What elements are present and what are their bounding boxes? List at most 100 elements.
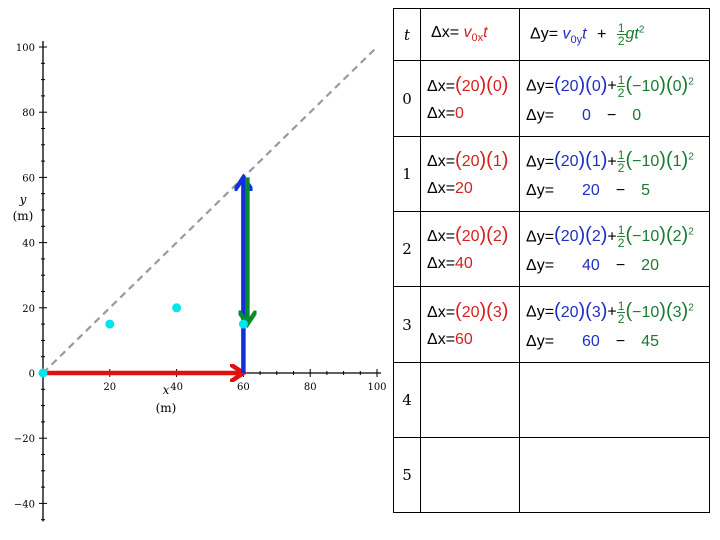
header-dy-lhs: Δy [530, 25, 549, 43]
dx-result: Δx=40 [427, 255, 473, 272]
dy-time: 1 [591, 153, 601, 171]
kinematics-table: t Δx= v0xt Δy= v0yt + 1 2 gt2 0 Δx=(20)(0) Δ… [393, 8, 710, 513]
dx-velocity: 20 [461, 153, 480, 170]
dy-gravity: −10 [632, 303, 660, 321]
dy-time-sq: 0 [672, 77, 682, 95]
dy-gravity: −10 [632, 153, 660, 171]
header-dx-eq: = [449, 24, 460, 42]
header-g: g [625, 25, 635, 43]
dx-velocity: 20 [461, 303, 480, 321]
trajectory-point [172, 303, 182, 313]
time-cell: 0 [393, 60, 421, 137]
dx-equation: Δx=(20)(3) [427, 299, 509, 322]
time-cell: 3 [393, 286, 421, 363]
dy-equation: Δy=(20)(3)+ 1 2 (−10)(3)2 [526, 298, 694, 326]
table-row: 3 Δx=(20)(3) Δx=60 Δy=(20)(3)+ 1 2 (−10)(3)2 Δy… [393, 286, 710, 363]
x-tick-label: 40 [170, 382, 183, 393]
dy-cell: Δy=(20)(2)+ 1 2 (−10)(2)2 Δy= 40−20 [519, 211, 710, 287]
dy-linear-term: 20 [582, 182, 600, 200]
dy-cell [519, 362, 710, 438]
dy-velocity: 20 [560, 153, 579, 171]
dy-gravity-term: 0 [632, 106, 642, 124]
dy-time-sq: 2 [672, 228, 682, 246]
header-t2: t [634, 25, 639, 43]
dy-equation: Δy=(20)(0)+ 1 2 (−10)(0)2 [526, 72, 694, 100]
header-dx-t: t [483, 24, 488, 42]
x-tick-label: 100 [367, 382, 386, 393]
x-tick-label: 60 [237, 382, 250, 393]
dx-equation: Δx=(20)(2) [427, 224, 509, 246]
dy-gravity-term: 20 [641, 257, 659, 275]
dx-equation: Δx=(20)(1) [427, 149, 509, 171]
dy-gravity-term: 45 [641, 332, 659, 350]
dy-gravity: −10 [632, 77, 660, 95]
header-dy-v: v [562, 25, 571, 43]
y-tick-label: −20 [14, 434, 35, 445]
dy-gravity: −10 [632, 228, 660, 246]
table-row: 1 Δx=(20)(1) Δx=20 Δy=(20)(1)+ 1 2 (−10)(1)2 Δy… [393, 136, 710, 212]
dx-time: 2 [492, 228, 502, 245]
dx-value: 20 [455, 180, 473, 197]
dx-result: Δx=60 [427, 330, 473, 348]
dx-velocity: 20 [461, 228, 480, 245]
header-sq: 2 [638, 24, 645, 36]
header-dy-formula: Δy= v0yt + 1 2 gt2 [519, 8, 710, 61]
header-plus: + [597, 25, 607, 43]
y-tick-label: 20 [22, 304, 35, 315]
dy-cell: Δy=(20)(0)+ 1 2 (−10)(0)2 Δy= 0−0 [519, 60, 710, 137]
y-tick-label: 0 [29, 369, 35, 380]
y-tick-label: 80 [22, 108, 35, 119]
dx-cell [420, 437, 520, 513]
x-axis-unit: (m) [156, 401, 177, 415]
table-row: 2 Δx=(20)(2) Δx=40 Δy=(20)(2)+ 1 2 (−10)(2)2 Δy… [393, 211, 710, 287]
dx-value: 40 [455, 255, 473, 272]
header-t: t [393, 8, 421, 61]
dy-result: Δy= 0−0 [526, 106, 642, 124]
dy-linear-term: 40 [582, 257, 600, 275]
dy-velocity: 20 [560, 303, 579, 321]
dx-equation: Δx=(20)(0) [427, 73, 509, 96]
dx-cell: Δx=(20)(1) Δx=20 [420, 136, 520, 212]
dy-cell: Δy=(20)(3)+ 1 2 (−10)(3)2 Δy= 60−45 [519, 286, 710, 363]
y-axis-label: y [19, 192, 27, 206]
dy-linear-term: 0 [582, 106, 591, 124]
trajectory-point [105, 319, 115, 329]
dx-cell: Δx=(20)(2) Δx=40 [420, 211, 520, 287]
dx-value: 60 [455, 330, 473, 348]
header-dx-formula: Δx= v0xt [420, 8, 520, 61]
table-row: 0 Δx=(20)(0) Δx=0 Δy=(20)(0)+ 1 2 (−10)(0)2 Δy=… [393, 60, 710, 137]
time-cell: 4 [393, 362, 421, 438]
time-cell: 2 [393, 211, 421, 287]
dy-result: Δy= 60−45 [526, 332, 659, 350]
dy-time: 3 [591, 303, 601, 321]
table-header-row: t Δx= v0xt Δy= v0yt + 1 2 gt2 [393, 8, 710, 61]
header-dx-v: v [463, 24, 472, 42]
dx-cell: Δx=(20)(0) Δx=0 [420, 60, 520, 137]
header-dy-t: t [582, 25, 587, 43]
dy-time-sq: 1 [672, 153, 682, 171]
dy-linear-term: 60 [582, 332, 600, 350]
dx-result: Δx=20 [427, 180, 473, 197]
y-tick-label: 60 [22, 173, 35, 184]
header-dx-sub: 0x [471, 32, 484, 45]
header-dy-sub: 0y [570, 33, 583, 46]
time-cell: 1 [393, 136, 421, 212]
dy-equation: Δy=(20)(2)+ 1 2 (−10)(2)2 [526, 223, 694, 251]
dx-result: Δx=0 [427, 104, 464, 122]
x-tick-label: 20 [103, 382, 116, 393]
reference-dashed-line [42, 46, 378, 374]
header-dx-lhs: Δx [431, 24, 450, 42]
x-axis-label: x [163, 383, 170, 397]
dx-time: 0 [492, 77, 502, 95]
y-axis-unit: (m) [13, 209, 34, 223]
dy-equation: Δy=(20)(1)+ 1 2 (−10)(1)2 [526, 148, 694, 176]
dx-time: 1 [492, 153, 502, 170]
dy-time: 2 [591, 228, 601, 246]
trajectory-point [38, 368, 48, 378]
dy-gravity-term: 5 [641, 182, 651, 200]
dx-cell [420, 362, 520, 438]
y-tick-label: 100 [16, 43, 35, 54]
y-tick-label: 40 [22, 239, 35, 250]
dy-velocity: 20 [560, 228, 579, 246]
